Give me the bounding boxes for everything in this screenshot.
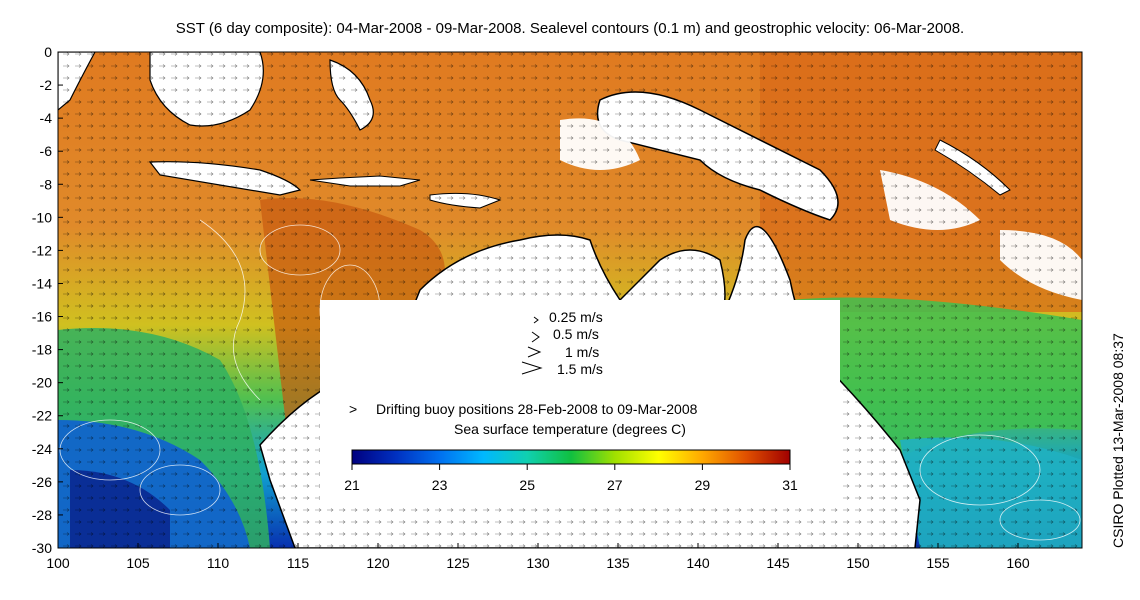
buoy-marker: > [349,401,357,417]
y-tick-label: -12 [32,242,52,258]
colorbar-tick-label: 31 [782,477,798,493]
y-tick-label: -10 [32,209,52,225]
colorbar-tick-label: 27 [607,477,623,493]
velocity-legend-label: 0.5 m/s [553,326,599,342]
x-tick-label: 120 [366,555,390,571]
plot-frame [57,51,1083,549]
chart-title: SST (6 day composite): 04-Mar-2008 - 09-… [175,20,965,37]
x-tick-label: 145 [766,555,790,571]
y-tick-label: 0 [44,44,52,60]
x-axis: 100 105 110 115 120 125 130 135 140 145 150 155 160 [46,543,1030,571]
x-tick-label: 100 [46,555,70,571]
x-tick-label: 105 [126,555,150,571]
x-tick-label: 155 [926,555,950,571]
buoy-legend-label: Drifting buoy positions 28-Feb-2008 to 0… [376,401,698,417]
x-tick-label: 110 [207,555,230,571]
y-axis: 0 -2 -4 -6 -8 -10 -12 -14 -16 -18 -20 -22 -24 -26 -28 -… [32,44,63,556]
x-tick-label: 140 [686,555,710,571]
x-tick-label: 160 [1006,555,1030,571]
y-tick-label: -4 [40,110,53,126]
velocity-legend: 0.25 m/s 0.5 m/s 1 m/s 1.5 m/s [521,309,603,377]
x-tick-label: 130 [526,555,550,571]
colorbar-tick-label: 29 [695,477,711,493]
colorbar-tick-label: 21 [344,477,360,493]
colorbar: Sea surface temperature (degrees C) 21 23… [344,421,798,493]
colorbar-tick-label: 25 [519,477,535,493]
y-tick-label: -2 [40,77,53,93]
sealevel-contours [59,219,1081,541]
x-tick-label: 135 [606,555,630,571]
y-tick-label: -30 [32,540,52,556]
y-tick-label: -18 [32,342,52,358]
y-tick-label: -6 [40,143,53,159]
legend-panel [320,300,840,500]
velocity-legend-label: 1.5 m/s [557,361,603,377]
colorbar-title: Sea surface temperature (degrees C) [454,421,686,437]
y-tick-label: -8 [40,176,53,192]
velocity-legend-label: 1 m/s [565,344,599,360]
y-tick-label: -24 [32,441,52,457]
x-tick-label: 115 [287,555,310,571]
buoy-legend: > Drifting buoy positions 28-Feb-2008 to… [349,401,698,417]
colorbar-tick-label: 23 [432,477,448,493]
x-tick-label: 150 [846,555,870,571]
y-tick-label: -16 [32,309,52,325]
y-tick-label: -28 [32,507,52,523]
y-tick-label: -22 [32,408,52,424]
y-tick-label: -26 [32,474,52,490]
velocity-legend-label: 0.25 m/s [549,309,603,325]
y-tick-label: -14 [32,275,52,291]
x-tick-label: 125 [446,555,470,571]
y-tick-label: -20 [32,375,52,391]
colorbar-gradient [351,449,791,465]
